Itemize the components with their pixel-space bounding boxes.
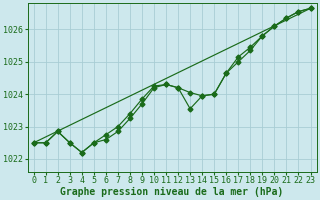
X-axis label: Graphe pression niveau de la mer (hPa): Graphe pression niveau de la mer (hPa) bbox=[60, 186, 284, 197]
